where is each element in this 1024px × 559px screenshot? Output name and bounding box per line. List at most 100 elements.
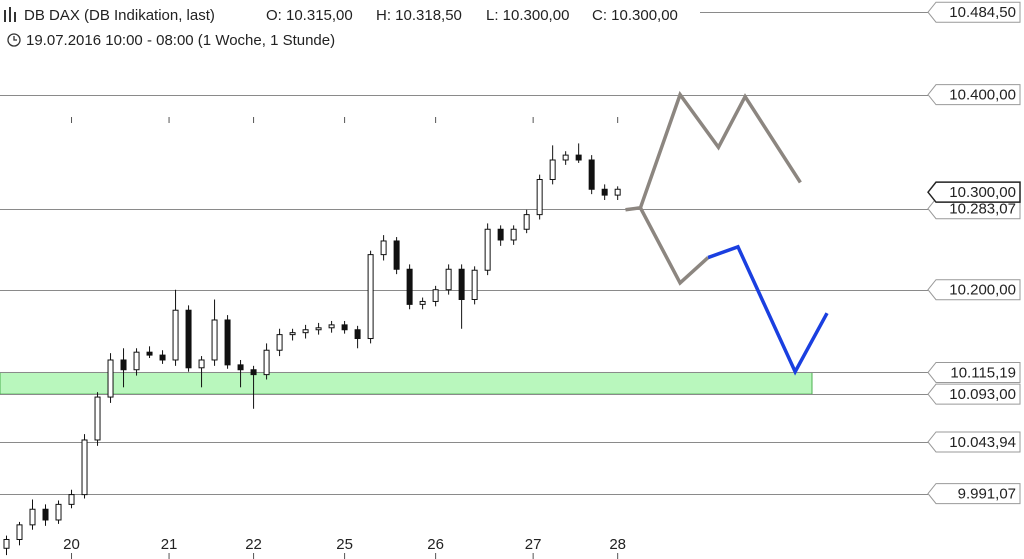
x-tick-label: 25 (336, 536, 353, 553)
x-tick-label: 20 (63, 536, 80, 553)
candle (354, 325, 361, 349)
candle (328, 320, 335, 333)
candle (16, 521, 23, 546)
candle (55, 500, 62, 524)
candle-body (237, 364, 244, 371)
candle (497, 225, 504, 246)
candle-body (419, 300, 426, 305)
candle-body (55, 503, 62, 521)
candle (471, 266, 478, 305)
candle-body (315, 327, 322, 331)
price-label: 10.115,19 (950, 364, 1016, 381)
x-tick-label: 27 (525, 536, 542, 553)
candle-body (471, 269, 478, 300)
candle-body (198, 359, 205, 369)
candle (250, 365, 257, 409)
candle-body (367, 254, 374, 340)
candle (107, 353, 114, 403)
candle (172, 289, 179, 366)
candle-body (250, 369, 257, 376)
candle (445, 264, 452, 295)
candle-body (445, 268, 452, 291)
candle (81, 434, 88, 499)
price-label-box (927, 383, 1021, 405)
candle-body (120, 359, 127, 371)
price-label-box (927, 431, 1021, 453)
candle (315, 322, 322, 335)
candle (224, 315, 231, 369)
candle (159, 350, 166, 364)
x-tick-label: 28 (609, 536, 626, 553)
candle-body (549, 159, 556, 181)
candle-body (16, 524, 23, 540)
candle-body (172, 309, 179, 361)
candle (419, 297, 426, 310)
candle-body (276, 334, 283, 351)
ohlc-label: O: 10.315,00 (266, 7, 353, 24)
clock-icon (13, 36, 17, 41)
candle (289, 328, 296, 341)
candle-body (341, 324, 348, 331)
bars-icon (14, 12, 16, 22)
projection-line (707, 244, 829, 376)
candle (302, 324, 309, 339)
candle (393, 237, 400, 275)
candle (536, 174, 543, 220)
x-tick-label: 26 (427, 536, 444, 553)
candle (29, 499, 36, 530)
candle-body (146, 351, 153, 356)
candle-body (328, 324, 335, 329)
price-label: 10.300,00 (949, 184, 1016, 201)
price-label-box (927, 84, 1021, 106)
candle-body (94, 396, 101, 441)
candle-body (458, 268, 465, 300)
candle-body (601, 188, 608, 196)
candle (237, 359, 244, 388)
price-label: 10.043,94 (949, 434, 1016, 451)
candle-body (406, 268, 413, 305)
candle (94, 392, 101, 446)
candle-body (29, 508, 36, 526)
candle-body (484, 228, 491, 271)
candle (42, 504, 49, 526)
candle (575, 143, 582, 163)
ohlc-label: C: 10.300,00 (592, 7, 678, 24)
candle (341, 320, 348, 334)
candle (601, 184, 608, 200)
price-label-box (927, 181, 1021, 203)
candle-body (42, 508, 49, 521)
candle-body (523, 214, 530, 230)
candle (198, 356, 205, 388)
candle-body (81, 439, 88, 496)
candle-body (510, 228, 517, 241)
candle (614, 186, 621, 200)
candle (276, 328, 283, 357)
candle-body (289, 332, 296, 336)
price-label: 10.283,07 (949, 201, 1016, 218)
bars-icon (4, 10, 6, 22)
candle-body (562, 154, 569, 161)
candle-body (211, 319, 218, 361)
candle (484, 223, 491, 276)
ohlc-label: H: 10.318,50 (376, 7, 462, 24)
price-label: 10.484,50 (949, 4, 1016, 21)
candle (380, 235, 387, 261)
price-label-box (927, 279, 1021, 301)
projection-line (638, 206, 710, 286)
price-label: 10.200,00 (949, 282, 1016, 299)
candle (510, 225, 517, 245)
x-tick-label: 21 (161, 536, 178, 553)
candle (120, 348, 127, 388)
x-tick-label: 22 (245, 536, 262, 553)
chart-subtitle: 19.07.2016 10:00 - 08:00 (1 Woche, 1 Stu… (26, 32, 335, 49)
price-label-box (927, 1, 1021, 23)
candle-body (3, 538, 10, 549)
candle (211, 299, 218, 366)
chart-title: DB DAX (DB Indikation, last) (24, 7, 215, 24)
price-label: 10.400,00 (949, 87, 1016, 104)
candle-body (380, 240, 387, 256)
price-label-box (927, 361, 1021, 383)
candle (562, 151, 569, 165)
candle-body (354, 329, 361, 340)
